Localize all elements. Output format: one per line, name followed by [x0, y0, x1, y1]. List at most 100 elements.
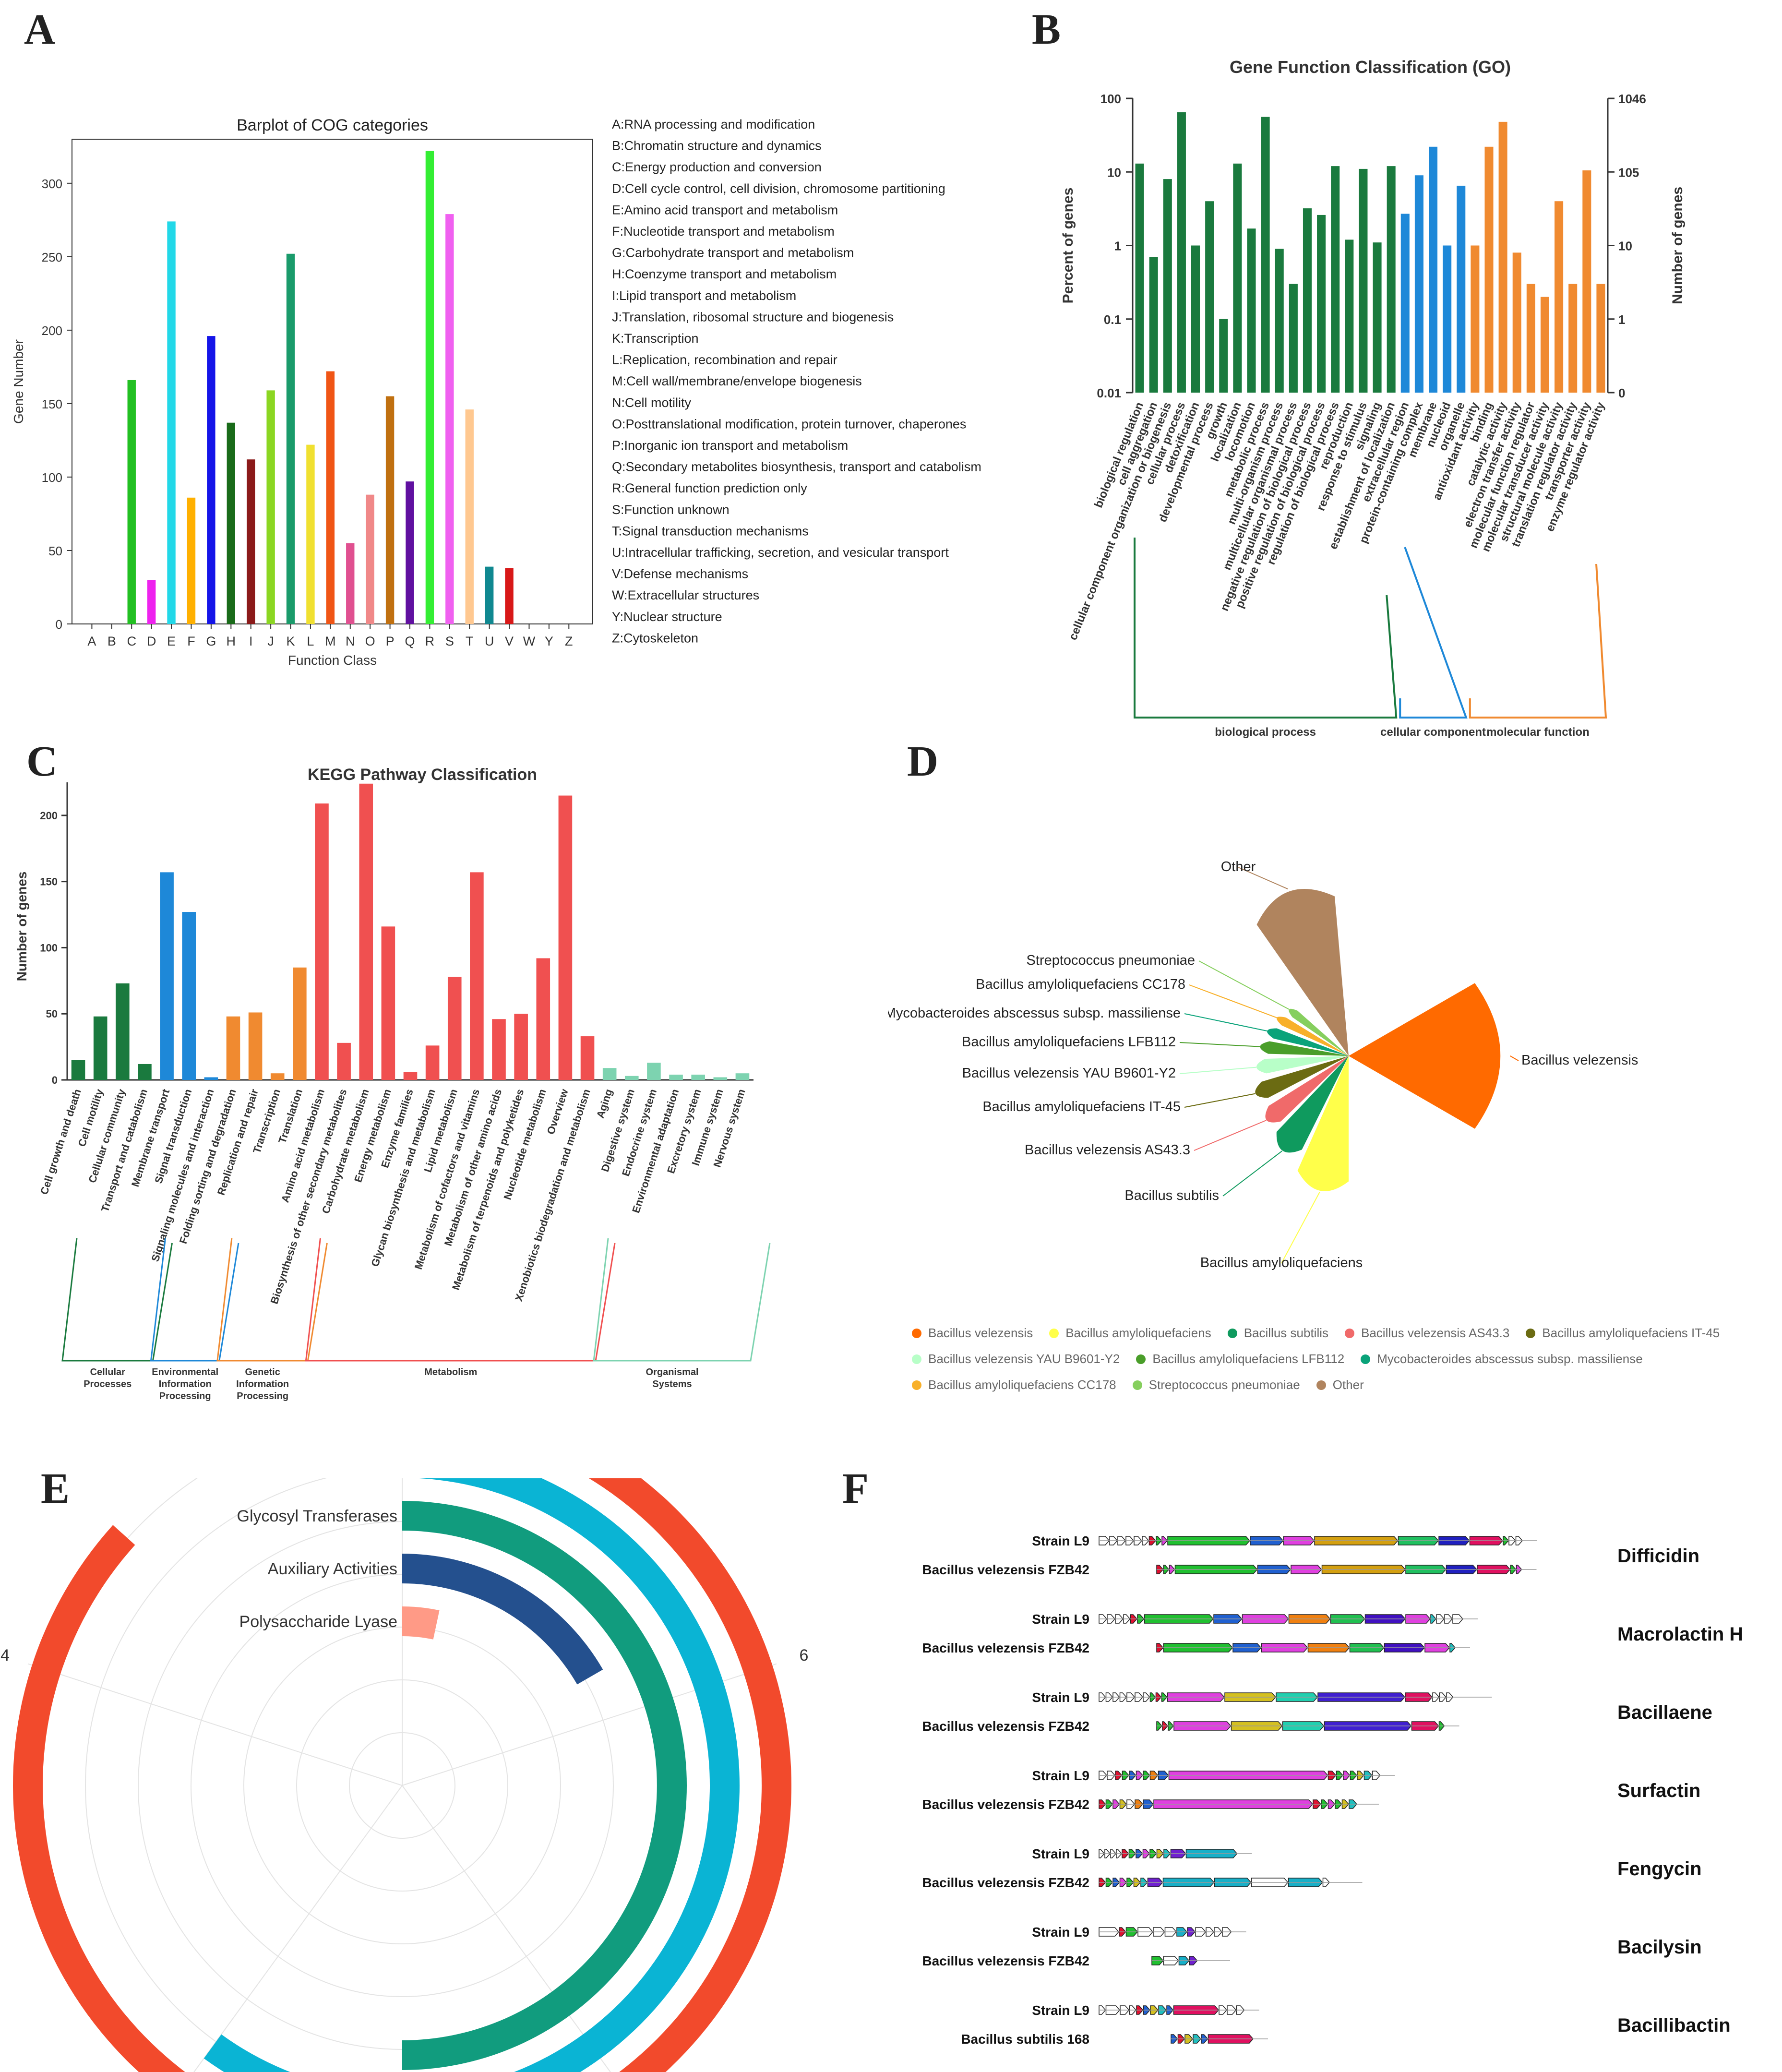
y-tick-label: 150 — [40, 876, 58, 888]
x-tick-label: Y — [545, 634, 553, 648]
bar — [647, 1063, 661, 1080]
bar — [381, 926, 395, 1080]
group-label: molecular function — [1486, 726, 1590, 739]
petal-3 — [1265, 1056, 1349, 1123]
legend-label: Streptococcus pneumoniae — [1148, 1377, 1300, 1392]
species-label: Bacillus amyloliquefaciens LFB112 — [962, 1034, 1176, 1050]
legend-entry: W:Extracellular structures — [612, 588, 759, 602]
bar-P — [385, 396, 395, 624]
x-tick-label: D — [147, 634, 156, 648]
bar — [713, 1077, 728, 1080]
bar — [1331, 166, 1340, 393]
species-label: Bacillus subtilis — [1124, 1188, 1219, 1203]
cluster-name: Bacillibactin — [1617, 2015, 1731, 2036]
x-tick-label: E — [167, 634, 176, 648]
bar — [1233, 163, 1242, 393]
legend-entry: M:Cell wall/membrane/envelope biogenesis — [612, 374, 862, 388]
legend-label: Bacillus amyloliquefaciens LFB112 — [1152, 1352, 1345, 1366]
y-axis-label: Number of genes — [14, 872, 29, 982]
bar-I — [247, 459, 255, 624]
legend-entry: Q:Secondary metabolites biosynthesis, tr… — [612, 460, 981, 474]
legend-swatch — [1136, 1354, 1146, 1364]
y-tick-label: 250 — [42, 250, 62, 264]
x-tick-label: I — [249, 634, 253, 648]
y-tick-label: 0 — [56, 617, 62, 632]
legend-item: Other — [1316, 1372, 1364, 1398]
legend-swatch — [1526, 1329, 1536, 1338]
legend-swatch — [912, 1354, 921, 1364]
petal-5 — [1256, 1056, 1349, 1074]
cog-barplot: Barplot of COG categories 0 50 100 150 200 250… — [11, 116, 981, 668]
panel-label-d: D — [907, 738, 938, 785]
category-label: Auxiliary Activities — [268, 1560, 397, 1578]
species-label: Other — [1221, 859, 1256, 874]
bar — [1568, 284, 1578, 393]
strain-label: Strain L9 — [1032, 1925, 1089, 1940]
y2-tick-label: 1 — [1618, 312, 1625, 327]
leader-line — [1510, 1055, 1519, 1061]
x-tick-label: Q — [405, 634, 415, 648]
bar — [71, 1060, 85, 1080]
bar — [1191, 245, 1200, 393]
angle-tick-label: 24 — [0, 1646, 10, 1665]
legend-entry: D:Cell cycle control, cell division, chr… — [612, 181, 945, 196]
strain-label: Bacillus velezensis FZB42 — [922, 1875, 1089, 1890]
bar — [470, 872, 484, 1080]
legend-entry: J:Translation, ribosomal structure and b… — [612, 310, 894, 324]
leader-line — [1184, 1093, 1256, 1108]
y-tick-label: 150 — [42, 397, 62, 411]
x-tick-label: T — [466, 634, 474, 648]
legend-entry: S:Function unknown — [612, 503, 730, 517]
panel-label-b: B — [1032, 6, 1061, 53]
bar — [447, 977, 462, 1080]
leader-line — [1184, 1013, 1268, 1032]
legend-label: Mycobacteroides abscessus subsp. massili… — [1377, 1352, 1643, 1366]
strain-label: Bacillus velezensis FZB42 — [922, 1797, 1089, 1812]
group-label: Processing — [237, 1391, 288, 1401]
bar — [602, 1068, 617, 1080]
bar — [226, 1016, 240, 1080]
bar — [1205, 201, 1214, 393]
bar — [492, 1019, 506, 1080]
legend-swatch — [1132, 1380, 1142, 1390]
y-axis-label: Gene Number — [11, 339, 26, 424]
bar — [624, 1076, 639, 1080]
bar — [1471, 245, 1480, 393]
legend-entry: E:Amino acid transport and metabolism — [612, 203, 838, 217]
bar — [1247, 228, 1256, 393]
gene-cluster-comparison: Strain L9 Bacillus velezensis FZB42 Diffic… — [922, 1533, 1743, 2047]
leader-line — [1194, 1120, 1267, 1151]
legend-label: Bacillus amyloliquefaciens IT-45 — [1542, 1326, 1720, 1340]
species-label: Bacillus amyloliquefaciens — [1200, 1255, 1363, 1270]
bar-V — [505, 568, 514, 624]
x-tick-label: G — [206, 634, 216, 648]
group-label: Information — [159, 1379, 212, 1389]
group-label: Systems — [652, 1379, 692, 1389]
y2-tick-label: 10 — [1618, 239, 1632, 253]
legend-entry: R:General function prediction only — [612, 481, 807, 495]
species-label: Bacillus velezensis AS43.3 — [1025, 1142, 1190, 1158]
legend-entry: B:Chromatin structure and dynamics — [612, 139, 822, 153]
legend-entry: A:RNA processing and modification — [612, 117, 815, 132]
radial-bar-0 — [13, 1478, 791, 2072]
petal-0 — [1349, 983, 1501, 1129]
x-tick-label: J — [267, 634, 274, 648]
bar — [1359, 168, 1368, 393]
group-label: cellular component — [1380, 726, 1486, 739]
y-tick-label: 50 — [48, 544, 62, 558]
leader-line — [1179, 1066, 1256, 1074]
grid-spoke — [193, 1785, 403, 2072]
bar-T — [465, 409, 474, 624]
panel-label-c: C — [26, 738, 58, 785]
bar — [691, 1074, 705, 1080]
x-tick-label: L — [307, 634, 314, 648]
panel-label-f: F — [842, 1465, 869, 1512]
group-label: Organismal — [646, 1367, 699, 1377]
legend-entry: T:Signal transduction mechanisms — [612, 524, 809, 538]
legend-item: Mycobacteroides abscessus subsp. massili… — [1361, 1346, 1643, 1372]
bar — [1345, 240, 1354, 393]
go-classification-chart: Gene Function Classification (GO) 0.01 0.1… — [1060, 57, 1686, 739]
bar — [248, 1012, 263, 1080]
cluster-name: Macrolactin H — [1617, 1624, 1743, 1645]
bar-M — [326, 371, 335, 624]
